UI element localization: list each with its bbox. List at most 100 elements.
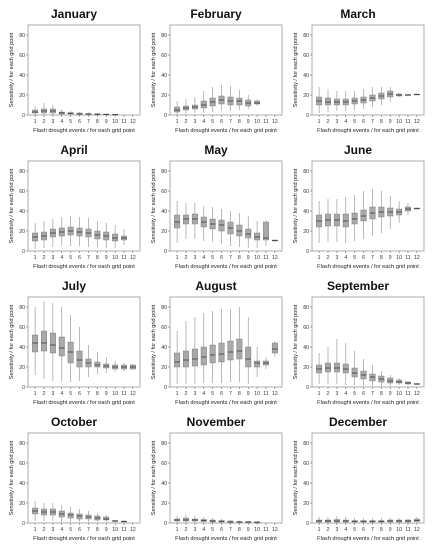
box-1 [32,501,39,521]
box-1 [316,87,323,113]
x-tick-label: 9 [389,391,392,397]
x-tick-label: 3 [335,527,338,533]
panel-title: January [51,7,97,21]
x-tick-label: 8 [96,255,99,261]
x-tick-label: 6 [362,527,365,533]
y-tick-label: 80 [303,441,309,447]
iqr-box [271,342,278,354]
box-9 [245,216,252,248]
x-tick-label: 5 [211,119,214,125]
box-7 [85,511,92,522]
iqr-box [254,360,261,368]
x-tick-label: 7 [229,391,232,397]
x-tick-label: 8 [238,527,241,533]
y-tick-label: 20 [161,229,167,235]
x-tick-label: 11 [121,391,126,397]
box-11 [405,203,411,215]
box-12 [413,517,420,522]
y-tick-label: 60 [303,461,309,467]
box-1 [32,307,39,375]
y-tick-label: 40 [19,209,25,215]
x-tick-label: 5 [69,255,72,261]
y-tick-label: 0 [164,385,167,391]
box-10 [112,225,119,248]
x-axis-label: Flash drought events / for each grid poi… [175,400,277,406]
box-4 [58,217,65,246]
box-8 [378,518,385,523]
x-tick-label: 12 [130,527,136,533]
x-axis-label: Flash drought events / for each grid poi… [175,128,277,134]
iqr-box [41,330,47,352]
y-tick-label: 0 [306,113,309,119]
x-tick-label: 3 [51,119,54,125]
x-tick-label: 3 [51,255,54,261]
y-tick-label: 0 [164,521,167,527]
panel-title: July [62,279,86,293]
x-tick-label: 7 [229,255,232,261]
box-11 [405,94,411,96]
box-12 [129,364,136,370]
box-1 [174,331,181,384]
iqr-box [325,97,331,106]
iqr-box [183,350,189,368]
y-tick-label: 40 [19,345,25,351]
x-tick-label: 1 [318,391,321,397]
y-tick-label: 60 [19,189,25,195]
x-tick-label: 1 [34,391,37,397]
box-1 [32,223,39,249]
x-tick-label: 3 [51,527,54,533]
iqr-box [325,362,331,373]
x-tick-label: 10 [396,391,402,397]
x-tick-label: 4 [202,391,205,397]
iqr-box [183,214,189,225]
box-5 [67,216,74,246]
x-tick-label: 8 [380,255,383,261]
x-tick-label: 11 [121,527,126,533]
box-9 [245,317,252,384]
panel-title: September [327,279,389,293]
x-tick-label: 3 [51,391,54,397]
box-6 [360,191,367,239]
panel-title: April [60,143,87,157]
box-7 [369,87,376,107]
x-tick-label: 8 [380,391,383,397]
box-10 [112,520,119,522]
box-2 [325,199,331,242]
x-tick-label: 4 [202,255,205,261]
y-tick-label: 0 [22,521,25,527]
box-4 [200,313,207,383]
x-tick-label: 5 [69,391,72,397]
box-11 [121,363,127,371]
x-tick-label: 7 [87,119,90,125]
box-4 [342,197,349,243]
iqr-box [263,221,269,241]
x-tick-label: 5 [69,119,72,125]
x-tick-label: 3 [193,255,196,261]
box-4 [342,343,349,385]
y-tick-label: 80 [303,169,309,175]
box-4 [200,206,207,241]
panel-title: November [187,415,246,429]
y-tick-label: 80 [303,33,309,39]
x-tick-label: 7 [371,527,374,533]
box-5 [209,311,216,383]
x-tick-label: 10 [112,255,118,261]
y-tick-label: 20 [303,501,309,507]
box-10 [396,201,403,223]
x-tick-label: 7 [371,255,374,261]
box-10 [254,99,261,106]
box-9 [387,196,394,229]
panel-title: March [340,7,375,21]
x-tick-label: 2 [43,119,46,125]
y-tick-label: 40 [303,481,309,487]
x-tick-label: 9 [247,391,250,397]
box-5 [351,518,358,523]
y-tick-label: 0 [22,385,25,391]
x-tick-label: 1 [34,527,37,533]
x-tick-label: 4 [344,119,347,125]
x-axis-label: Flash drought events / for each grid poi… [33,264,135,270]
box-11 [405,519,411,523]
x-tick-label: 4 [344,391,347,397]
